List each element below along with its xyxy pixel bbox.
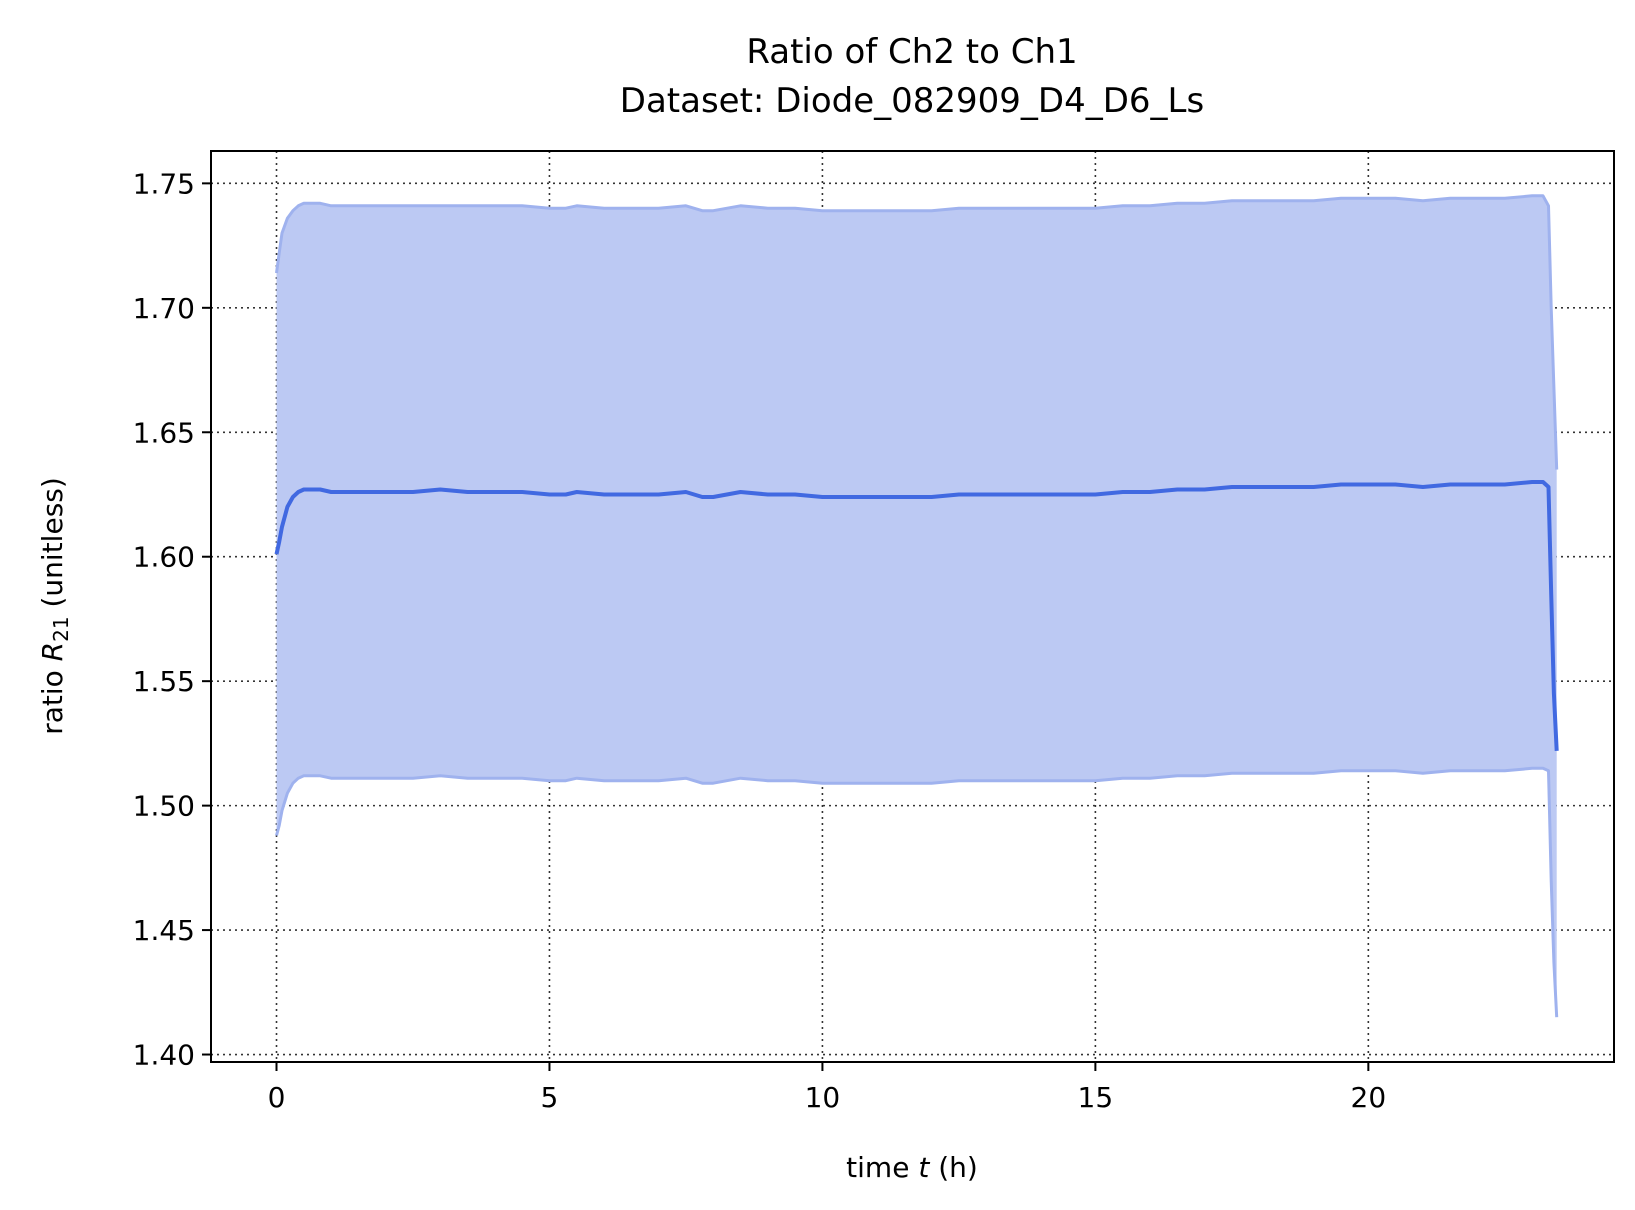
y-tick-label: 1.40 [133, 1039, 195, 1072]
y-tick-label: 1.45 [133, 914, 195, 947]
y-axis-label: ratio R21 (unitless) [36, 477, 73, 735]
mean-line [274, 480, 1559, 751]
lower-bound-line [275, 766, 1559, 1018]
y-tick-label: 1.55 [133, 665, 195, 698]
x-tick-label: 5 [541, 1081, 559, 1114]
confidence-band [275, 194, 1559, 1018]
x-tick-label: 10 [805, 1081, 841, 1114]
y-tick-label: 1.50 [133, 790, 195, 823]
x-tick-label: 0 [268, 1081, 286, 1114]
y-tick-label: 1.60 [133, 541, 195, 574]
x-tick-label: 20 [1351, 1081, 1387, 1114]
axis-ticks: 0 5 10 15 20 1.40 1.45 1.50 1.55 1.60 1.65 1.70 1.75 [133, 167, 1387, 1114]
band-fill [276, 195, 1557, 1018]
x-tick-label: 15 [1078, 1081, 1114, 1114]
mean-series [274, 480, 1559, 751]
plot-frame [210, 150, 1615, 1063]
upper-bound-line [275, 194, 1559, 470]
chart-title: Ratio of Ch2 to Ch1 [746, 32, 1077, 72]
y-tick-label: 1.65 [133, 416, 195, 449]
chart-subtitle: Dataset: Diode_082909_D4_D6_Ls [620, 81, 1204, 121]
y-tick-label: 1.75 [133, 167, 195, 200]
x-axis-label: time t (h) [846, 1151, 978, 1184]
y-tick-label: 1.70 [133, 292, 195, 325]
